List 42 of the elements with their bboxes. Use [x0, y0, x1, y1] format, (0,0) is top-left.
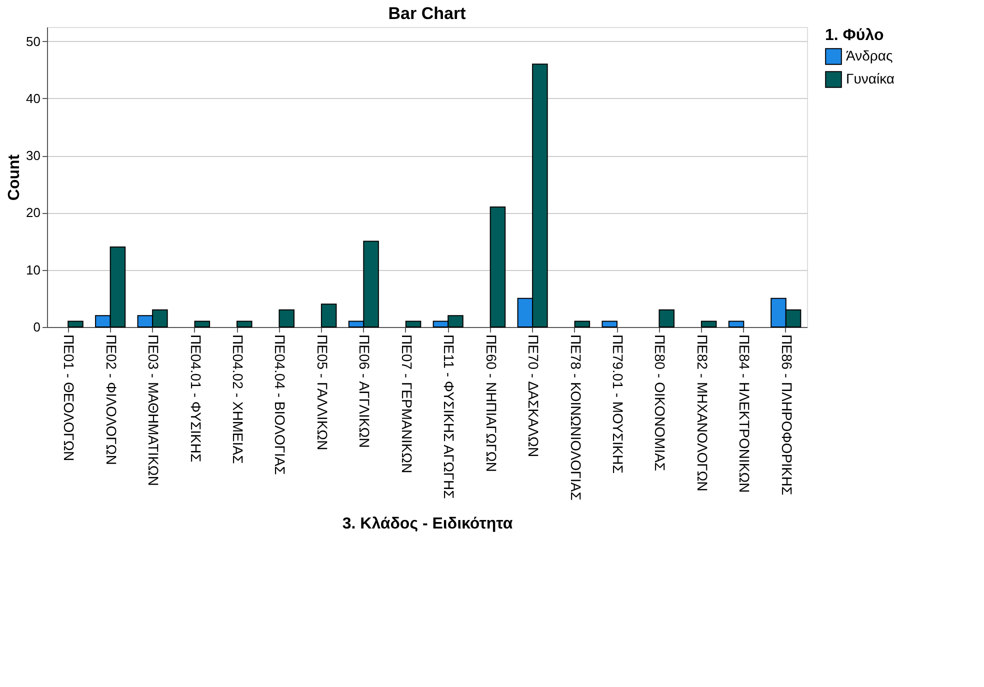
x-tick-label: ΠΕ82 - ΜΗΧΑΝΟΛΟΓΩΝ: [694, 334, 710, 492]
y-tick-label: 0: [33, 320, 40, 334]
x-tick-label: ΠΕ70 - ΔΑΣΚΑΛΩΝ: [526, 334, 542, 458]
x-tick-label: ΠΕ04.04 - ΒΙΟΛΟΓΙΑΣ: [272, 334, 288, 476]
x-tick-label: ΠΕ03 - ΜΑΘΗΜΑΤΙΚΩΝ: [146, 334, 162, 486]
bar: [658, 309, 674, 328]
x-tick-label: ΠΕ04.01 - ΦΥΣΙΚΗΣ: [188, 334, 204, 462]
bar: [405, 320, 422, 328]
bar: [236, 320, 252, 328]
x-tick-label: ΠΕ86 - ΠΛΗΡΟΦΟΡΙΚΗΣ: [778, 334, 795, 496]
x-tick-label: ΠΕ07 - ΓΕΡΜΑΝΙΚΩΝ: [398, 334, 415, 474]
x-axis-title: 3. Κλάδος - Ειδικότητα: [342, 515, 513, 532]
bar: [602, 320, 618, 328]
chart-title: Bar Chart: [388, 4, 466, 23]
y-axis-title: Count: [6, 154, 24, 201]
x-tick-label: ΠΕ84 - ΗΛΕΚΤΡΟΝΙΚΩΝ: [736, 334, 753, 493]
x-tick-label: ΠΕ60 - ΝΗΠΙΑΓΩΓΩΝ: [483, 334, 500, 472]
x-tick-label: ΠΕ01 - ΘΕΟΛΟΓΩΝ: [61, 334, 78, 462]
bar: [68, 320, 84, 328]
y-tick-label: 20: [26, 205, 40, 220]
x-tick-label: ΠΕ02 - ΦΙΛΟΛΟΓΩΝ: [103, 334, 120, 465]
legend-label: Γυναίκα: [846, 70, 894, 86]
x-tick-label: ΠΕ05 - ΓΑΛΛΙΚΩΝ: [314, 334, 330, 450]
legend-title: 1. Φύλο: [825, 27, 884, 44]
bar: [490, 206, 506, 328]
x-tick-label: ΠΕ78 - ΚΟΙΝΩΝΙΟΛΟΓΙΑΣ: [568, 334, 584, 501]
x-tick-label: ΠΕ79.01 - ΜΟΥΣΙΚΗΣ: [610, 334, 626, 474]
bar: [278, 309, 294, 328]
y-tick-label: 30: [26, 148, 40, 164]
bar: [194, 320, 210, 328]
y-tick-label: 50: [26, 34, 40, 49]
legend-label: Άνδρας: [846, 48, 893, 64]
bar: [320, 304, 337, 328]
x-tick-label: ΠΕ80 - ΟΙΚΟΝΟΜΙΑΣ: [652, 334, 668, 472]
bar: [728, 320, 744, 328]
bar: [700, 320, 717, 328]
bar: [574, 320, 590, 328]
y-tick-label: 40: [26, 90, 40, 106]
x-tick-label: ΠΕ04.02 - ΧΗΜΕΙΑΣ: [230, 334, 246, 464]
x-tick-label: ΠΕ06 - ΑΓΓΛΙΚΩΝ: [356, 334, 373, 448]
y-tick-label: 10: [26, 262, 40, 278]
x-tick-label: ΠΕ11 - ΦΥΣΙΚΗΣ ΑΓΩΓΗΣ: [441, 334, 458, 500]
